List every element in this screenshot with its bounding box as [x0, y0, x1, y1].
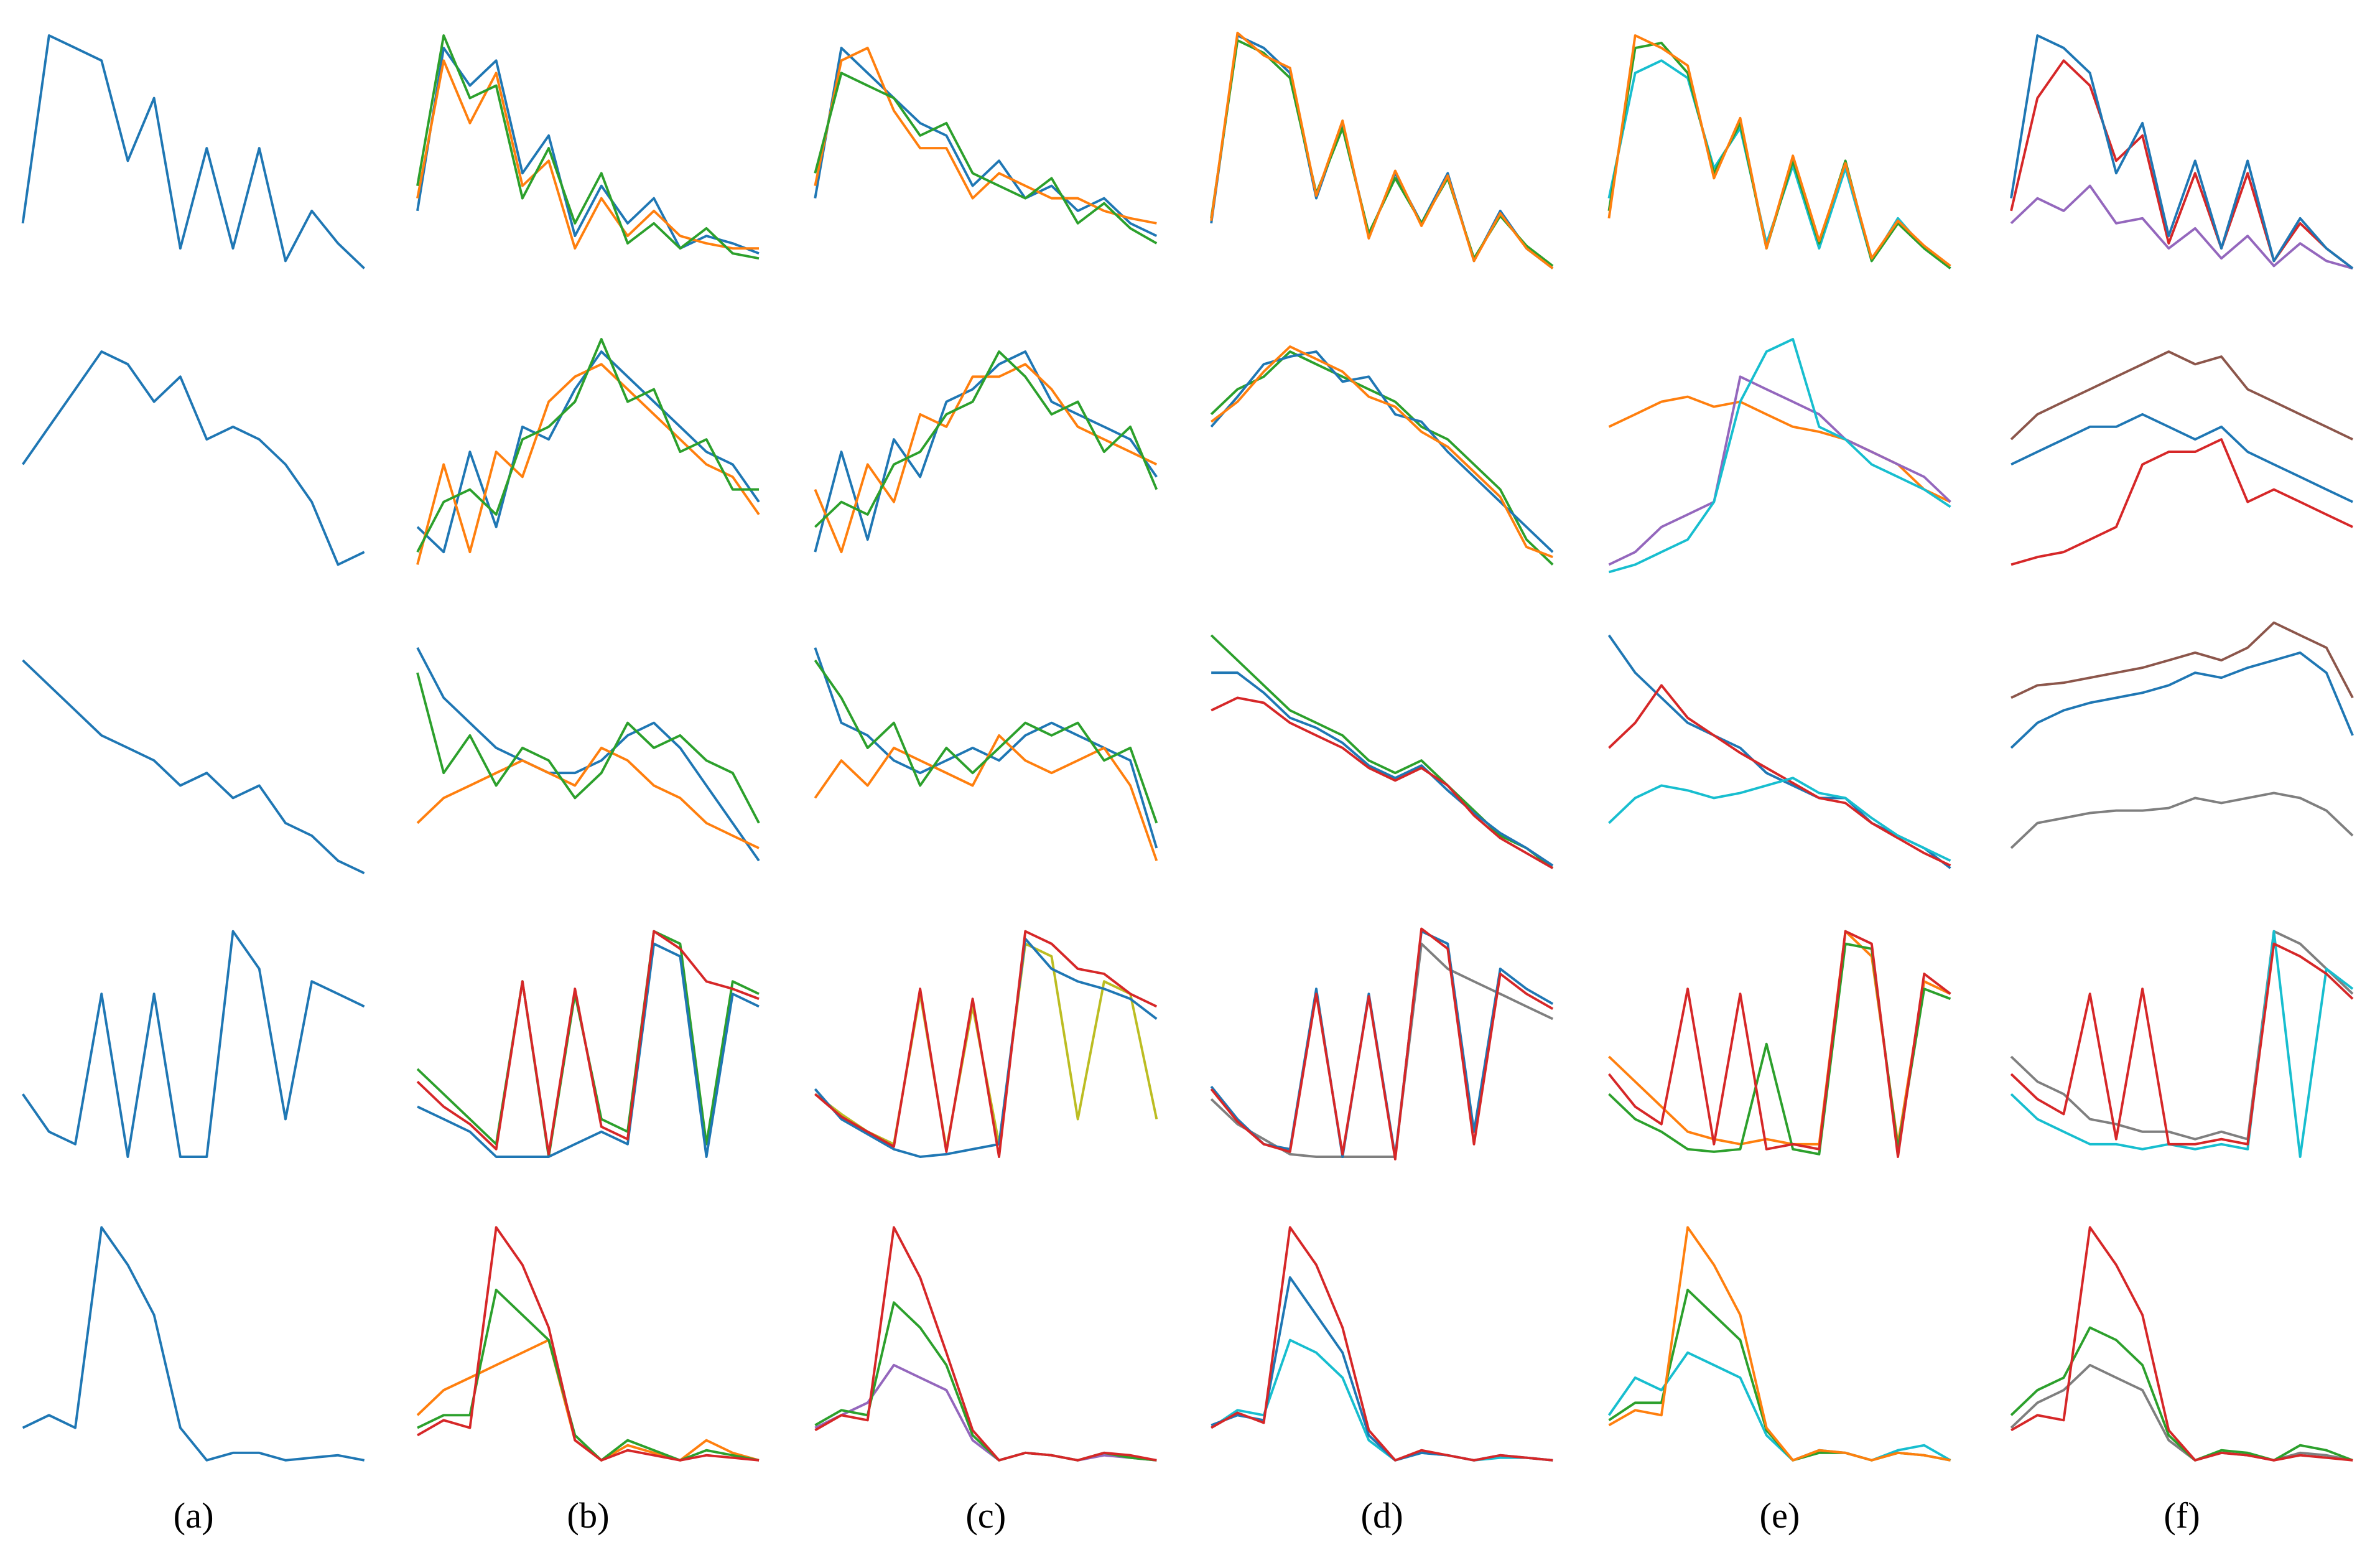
spectrum-line: [2010, 621, 2354, 699]
spectrum-line: [416, 930, 760, 1156]
spectrum-line: [2010, 438, 2353, 566]
spectrum-line: [2010, 930, 2354, 1141]
column-label: (d): [1361, 1495, 1403, 1536]
column-label: (f): [2164, 1495, 2200, 1536]
spectrum-line: [2010, 59, 2354, 269]
spectrum-line: [416, 363, 760, 565]
spectrum-line: [814, 937, 1158, 1158]
spectrum-line: [21, 930, 365, 1158]
spectrum-line: [416, 1338, 760, 1462]
spectrum-line: [1210, 930, 1554, 1158]
spectrum-line: [814, 72, 1158, 245]
spectrum-line: [1211, 696, 1554, 869]
spectrum-line: [416, 350, 760, 554]
spectrum-line: [814, 350, 1158, 528]
spectrum-line: [416, 746, 760, 849]
spectrum-line: [22, 1226, 365, 1462]
spectrum-line: [1607, 34, 1951, 267]
spectrum-line: [1608, 375, 1951, 566]
spectrum-line: [1210, 39, 1554, 267]
spectrum-line: [814, 1301, 1157, 1462]
spectrum-line: [814, 930, 1158, 1158]
spectrum-line: [1210, 927, 1554, 1160]
spectrum-line: [814, 47, 1158, 237]
spectrum-line: [1211, 1226, 1553, 1462]
spectrum-line: [814, 647, 1158, 849]
spectrum-line: [417, 1289, 760, 1462]
spectrum-line: [22, 659, 365, 874]
spectrum-line: [1607, 930, 1951, 1158]
spectrum-line: [416, 647, 760, 862]
spectrum-line: [1210, 31, 1554, 269]
spectrum-line: [417, 1226, 760, 1462]
spectrum-line: [2010, 942, 2354, 1146]
spectrum-line: [814, 660, 1158, 824]
spectrum-line: [814, 47, 1157, 225]
spectrum-line: [1608, 1289, 1951, 1462]
spectrum-line: [1607, 634, 1951, 869]
spectrum-line: [1608, 777, 1951, 862]
column-label: (e): [1759, 1495, 1800, 1536]
spectrum-line: [2010, 34, 2354, 269]
spectrum-line: [1210, 34, 1554, 269]
spectrum-line: [1211, 1276, 1553, 1462]
spectrum-line: [1211, 1338, 1553, 1462]
spectrum-line: [1608, 684, 1951, 867]
spectrum-line: [416, 672, 760, 824]
spectrum-line: [1607, 59, 1951, 269]
spectrum-line: [2010, 792, 2354, 849]
spectrum-line: [1608, 930, 1951, 1146]
spectrum-line: [2010, 930, 2354, 1158]
spectrum-line: [416, 47, 760, 255]
spectrum-line: [1210, 634, 1554, 869]
spectrum-line: [1210, 350, 1554, 566]
spectrum-line: [2010, 184, 2353, 270]
spectrum-line: [1211, 671, 1554, 867]
column-label: (b): [567, 1495, 609, 1536]
spectrum-line: [1608, 338, 1951, 574]
spectrum-line: [814, 1226, 1157, 1462]
spectrum-line: [2010, 413, 2353, 503]
spectrum-line: [2010, 1326, 2353, 1462]
spectrum-line: [21, 350, 365, 566]
spectrum-line: [2010, 651, 2354, 749]
spectrum-line: [21, 34, 365, 269]
spectrum-line: [814, 363, 1158, 554]
spectrum-line: [416, 59, 760, 250]
spectrum-line: [1210, 350, 1554, 553]
column-label: (a): [174, 1495, 214, 1536]
spectrum-line: [416, 338, 760, 553]
spectrum-line: [1608, 1226, 1951, 1462]
spectrum-line: [416, 34, 760, 260]
spectrum-line: [2010, 350, 2353, 441]
spectrum-line: [417, 942, 760, 1158]
spectrum-line: [1210, 345, 1553, 559]
spectrum-line: [2010, 1226, 2353, 1462]
column-label: (c): [965, 1495, 1006, 1536]
spectrum-line: [1607, 42, 1951, 269]
spectrum-line: [1608, 395, 1951, 503]
